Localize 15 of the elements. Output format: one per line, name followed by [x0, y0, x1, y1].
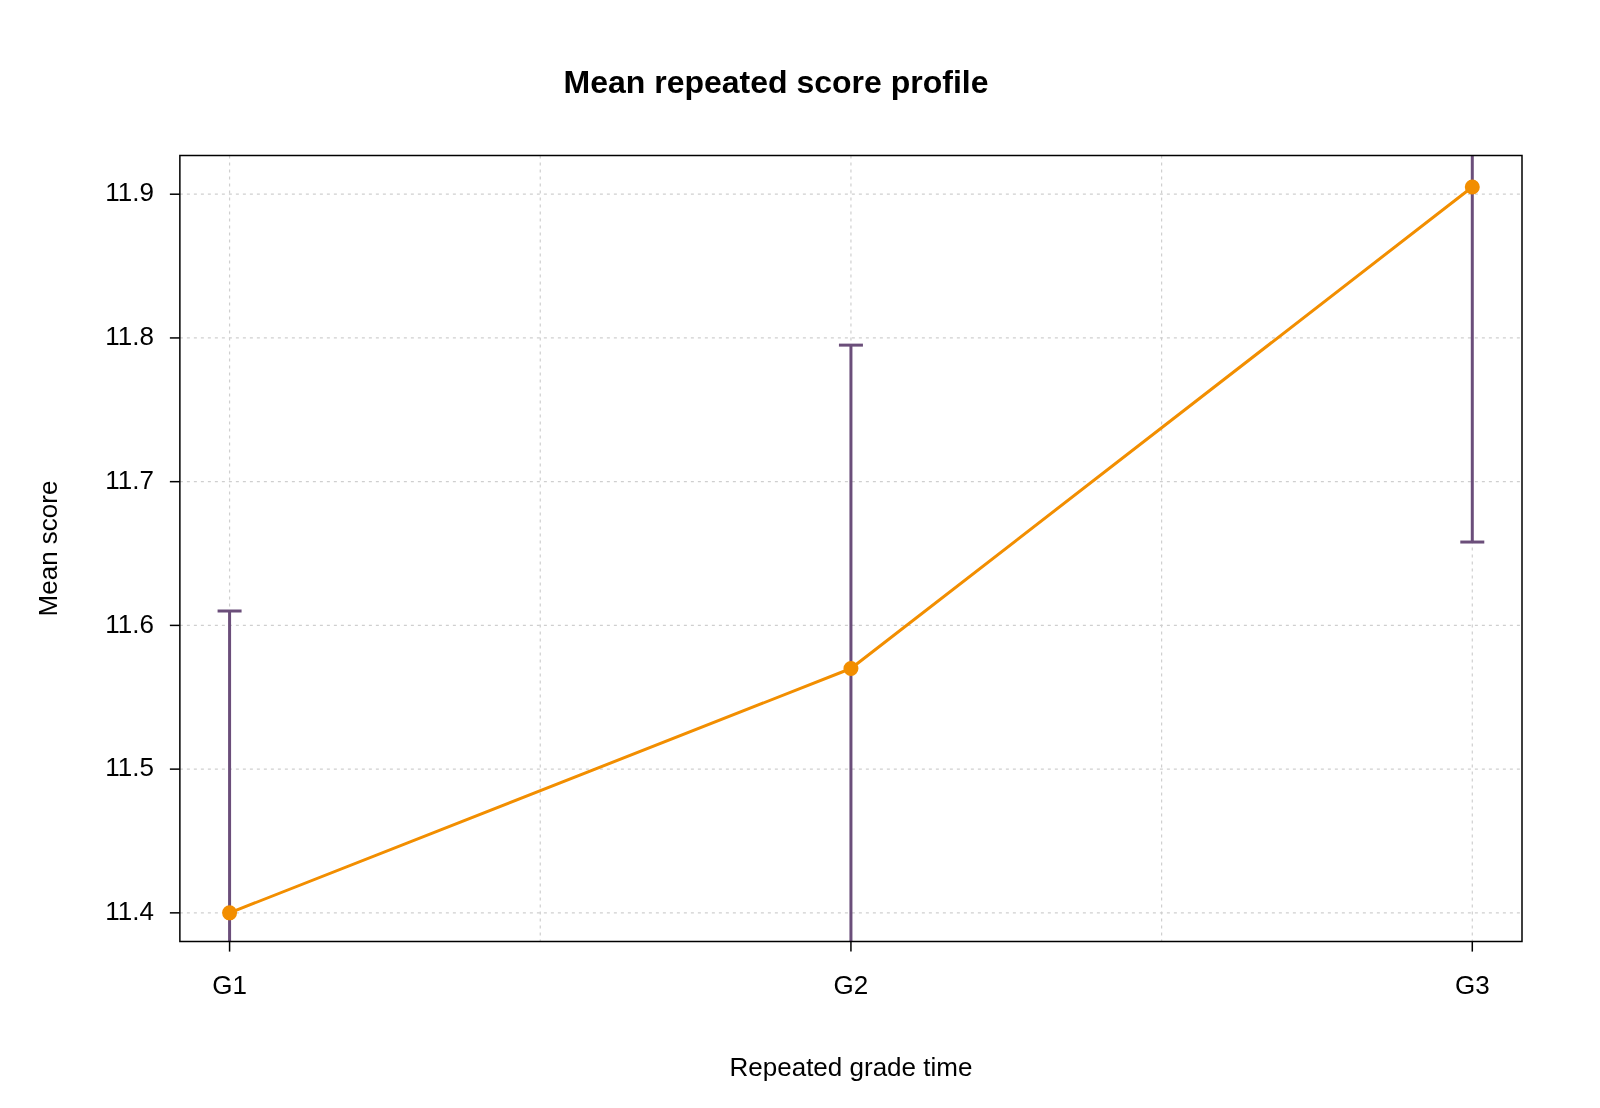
- point: [222, 905, 238, 921]
- y-tick-label: 11.6: [105, 608, 154, 639]
- y-tick-label: 11.9: [105, 177, 154, 208]
- x-tick-label: G2: [833, 970, 869, 1001]
- point: [843, 661, 859, 677]
- y-tick-label: 11.8: [105, 321, 154, 352]
- x-axis-title: Repeated grade time: [729, 1051, 973, 1082]
- y-tick-label: 11.4: [105, 896, 154, 927]
- point: [1464, 179, 1480, 195]
- chart-title: Mean repeated score profile: [563, 64, 989, 101]
- x-tick-label: G3: [1454, 970, 1490, 1001]
- x-tick-label: G1: [212, 970, 247, 1001]
- y-tick-label: 11.5: [105, 752, 154, 783]
- y-tick-label: 11.7: [105, 464, 154, 495]
- y-axis-title: Mean score: [32, 480, 63, 617]
